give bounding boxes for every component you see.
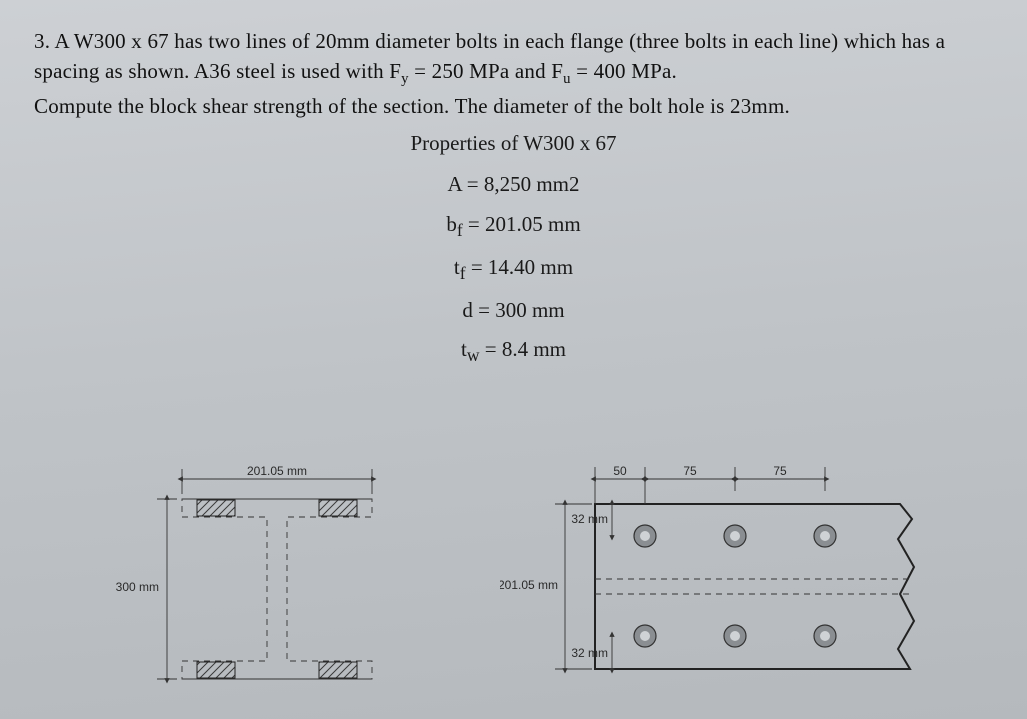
gauge-top: 32 mm: [572, 512, 609, 526]
pitch-2: 75: [774, 464, 788, 478]
properties-title: Properties of W300 x 67: [34, 131, 993, 156]
problem-number: 3.: [34, 29, 50, 53]
problem-text-2: Compute the block shear strength of the …: [34, 94, 790, 118]
pitch-1: 75: [684, 464, 698, 478]
prop-A: A = 8,250 mm2: [34, 166, 993, 204]
prop-bf: bf = 201.05 mm: [34, 206, 993, 247]
fy-val: = 250 MPa and F: [409, 59, 563, 83]
fy-sub: y: [401, 72, 409, 88]
bf-dim: 201.05 mm: [247, 464, 307, 478]
problem-statement: 3. A W300 x 67 has two lines of 20mm dia…: [34, 26, 993, 121]
edge-dist: 50: [614, 464, 628, 478]
bolt-group: [634, 525, 836, 647]
fu-sub: u: [563, 72, 571, 88]
d-dim: 300 mm: [115, 580, 158, 594]
properties-list: A = 8,250 mm2 bf = 201.05 mm tf = 14.40 …: [34, 166, 993, 372]
cross-section-diagram: 201.05 mm 300 mm: [87, 439, 407, 699]
prop-tf: tf = 14.40 mm: [34, 249, 993, 290]
fu-val: = 400 MPa.: [571, 59, 677, 83]
prop-d: d = 300 mm: [34, 292, 993, 330]
gauge-bot: 32 mm: [572, 646, 609, 660]
flange-width-dim: 201.05 mm: [500, 578, 558, 592]
flange-plan-diagram: 50 75 75 32 mm 32 mm 201.05 mm: [500, 439, 940, 699]
prop-tw: tw = 8.4 mm: [34, 331, 993, 372]
